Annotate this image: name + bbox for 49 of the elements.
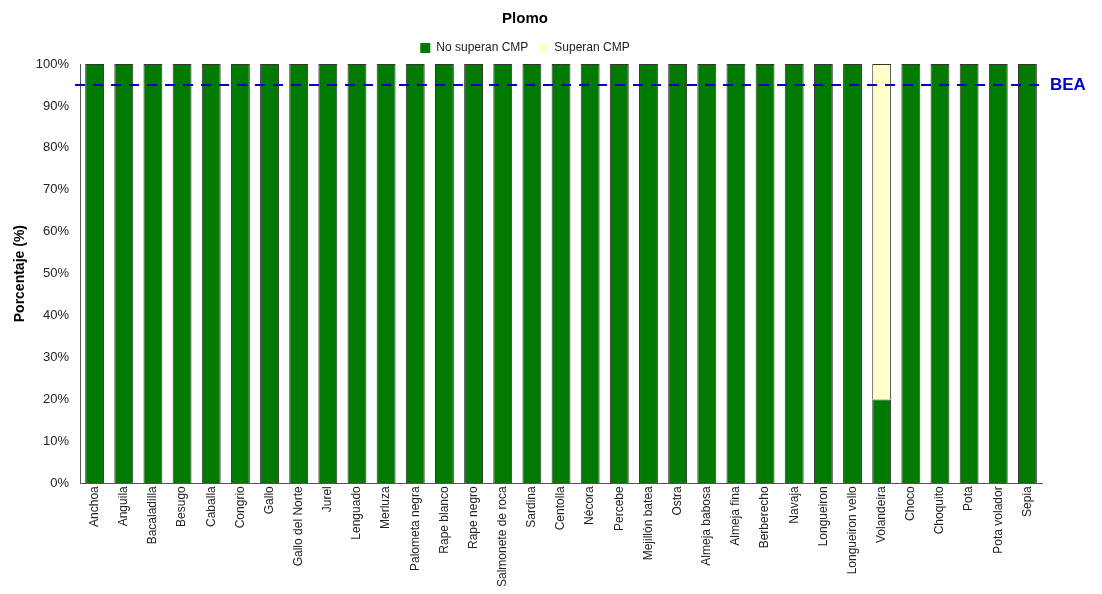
y-tick-label: 60% <box>43 223 70 239</box>
x-tick-label: Congrio <box>232 485 247 529</box>
chart-title: Plomo <box>502 9 548 27</box>
x-tick-label: Nécora <box>582 485 597 525</box>
x-tick-label: Gallo <box>261 485 276 515</box>
x-tick-label: Longueiron <box>815 486 830 547</box>
x-tick-label: Anguila <box>116 485 131 527</box>
x-tick-label: Pota volador <box>990 486 1005 554</box>
x-tick-label: Palometa negra <box>407 485 422 572</box>
x-tick-label: Rape blanco <box>436 485 451 554</box>
x-tick-label: Centolla <box>553 485 568 531</box>
x-tick-label: Besugo <box>174 485 189 527</box>
y-tick-label: 0% <box>50 474 70 490</box>
x-tick-label: Almeja babosa <box>699 485 714 566</box>
x-tick-label: Caballa <box>203 485 218 527</box>
y-tick-label: 40% <box>43 307 70 323</box>
legend-label: No superan CMP <box>436 40 529 55</box>
y-tick-label: 100% <box>35 55 70 71</box>
x-tick-label: Choquito <box>932 485 947 535</box>
x-tick-label: Ostra <box>669 485 684 516</box>
x-tick-label: Sardina <box>524 485 539 528</box>
x-tick-label: Jurel <box>320 486 335 513</box>
x-tick-label: Volandeira <box>873 485 888 543</box>
legend-label: Superan CMP <box>554 40 630 55</box>
ref-line-label: BEA <box>1050 74 1086 94</box>
x-tick-label: Salmonete de roca <box>495 485 510 588</box>
x-tick-label: Choco <box>903 485 918 521</box>
x-tick-label: Lenguado <box>349 485 364 540</box>
x-tick-label: Pota <box>961 485 976 511</box>
y-tick-label: 90% <box>43 97 70 113</box>
y-axis-title: Porcentaje (%) <box>11 225 28 323</box>
x-tick-label: Gallo del Norte <box>290 485 305 567</box>
x-tick-label: Longueiron vello <box>844 485 859 575</box>
y-tick-label: 50% <box>43 265 70 281</box>
x-tick-label: Berberecho <box>757 485 772 549</box>
x-tick-label: Anchoa <box>86 485 101 527</box>
y-tick-label: 70% <box>43 181 70 197</box>
x-tick-label: Navaja <box>786 485 801 524</box>
y-tick-label: 10% <box>43 432 70 448</box>
y-tick-label: 80% <box>43 139 70 155</box>
y-tick-label: 30% <box>43 349 70 365</box>
x-tick-label: Sepia <box>1019 485 1034 517</box>
y-tick-label: 20% <box>43 391 70 406</box>
x-tick-label: Bacaladilla <box>145 485 160 545</box>
x-tick-label: Mejillón batea <box>640 485 655 561</box>
x-tick-label: Almeja fina <box>728 485 743 546</box>
x-tick-label: Rape negro <box>465 485 480 549</box>
x-tick-label: Percebe <box>611 485 626 531</box>
x-tick-label: Merluza <box>378 485 393 529</box>
